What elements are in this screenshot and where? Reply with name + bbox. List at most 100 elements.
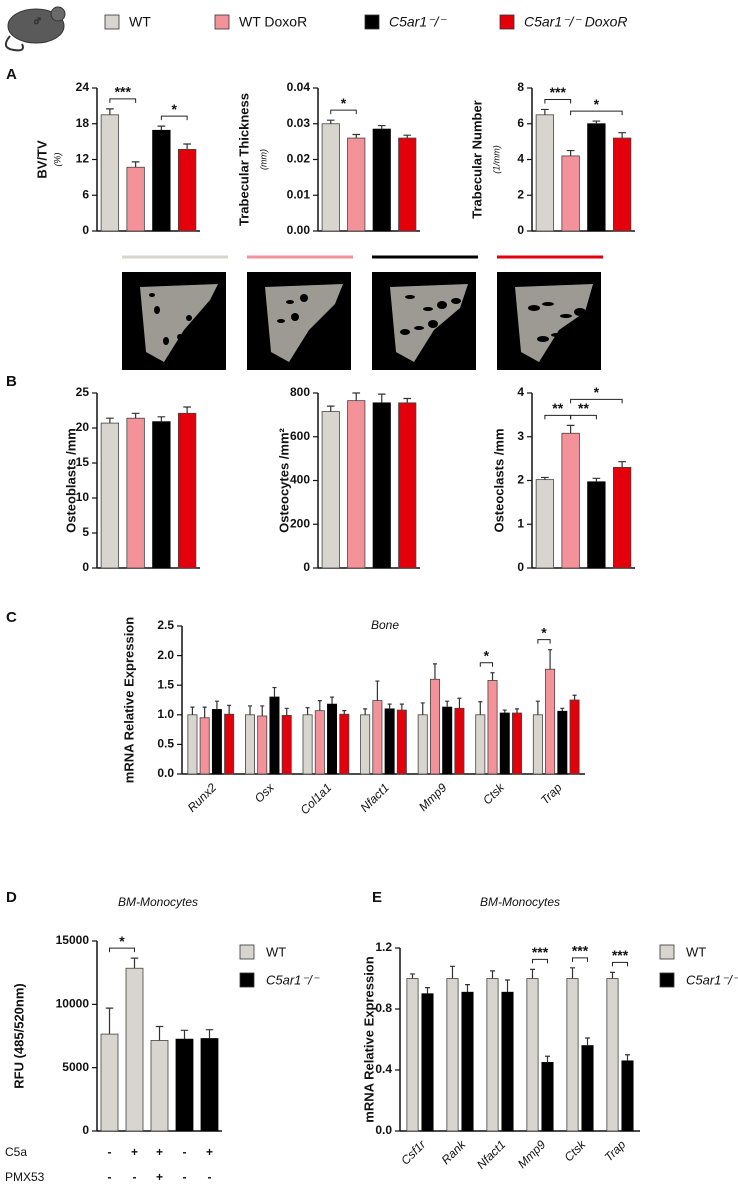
bar [257, 715, 268, 775]
panel-label: A [6, 66, 17, 83]
significance-label: ** [552, 400, 563, 416]
condition-value: - [208, 1170, 212, 1184]
bar [339, 713, 350, 775]
significance-bracket [532, 958, 548, 964]
micro-ct-pore [551, 333, 563, 337]
x-tick-label: Ctsk [561, 1137, 589, 1165]
error-bar [387, 703, 392, 709]
micro-ct-pore [163, 337, 169, 345]
error-bar [202, 706, 207, 718]
legend-swatch [104, 14, 120, 30]
error-bar [272, 686, 277, 698]
error-bar [530, 968, 535, 979]
error-bar [317, 699, 322, 711]
error-bar [560, 707, 565, 712]
y-axis-label: RFU (485/520nm) [11, 983, 26, 1088]
bar [177, 148, 197, 232]
significance-bracket [570, 110, 623, 116]
micro-ct-pore [542, 302, 554, 306]
legend-label: C5ar1⁻/⁻ [389, 14, 447, 30]
condition-value: + [131, 1145, 138, 1159]
micro-ct-pore [277, 319, 285, 323]
y-axis-label: BV/TV [34, 140, 49, 179]
micro-ct-pore [191, 331, 197, 335]
error-bar [399, 703, 404, 711]
micro-ct-bone [265, 284, 343, 362]
x-tick-label: Runx2 [185, 780, 220, 815]
bar [360, 714, 371, 775]
error-bar [352, 133, 361, 139]
y-tick-label: 2.0 [157, 648, 174, 662]
panel-label: E [372, 889, 382, 906]
y-tick-label: 4 [517, 152, 524, 166]
bar [347, 137, 366, 232]
y-axis-label: Osteocytes /mm² [276, 427, 291, 532]
y-tick-label: 10 [76, 490, 90, 504]
significance-label: *** [532, 944, 549, 960]
error-bar [585, 1037, 590, 1046]
bar [429, 678, 440, 775]
significance-label: *** [115, 84, 132, 100]
error-bar [106, 108, 114, 115]
condition-value: - [183, 1145, 187, 1159]
micro-ct-pore [423, 307, 433, 311]
bar [406, 978, 419, 1132]
condition-label: C5a [5, 1145, 27, 1159]
error-bar [505, 979, 510, 993]
x-tick-label: Ctsk [480, 780, 508, 808]
error-bar [610, 971, 615, 979]
error-bar [375, 680, 380, 701]
x-tick-label: Osx [252, 780, 278, 806]
error-bar [377, 393, 386, 403]
micro-ct-pore [291, 313, 299, 321]
panel-label: D [6, 889, 17, 906]
y-tick-label: 5 [82, 525, 89, 539]
bar [100, 422, 120, 569]
bar [372, 700, 383, 775]
y-tick-label: 6 [517, 116, 524, 130]
error-bar [190, 706, 195, 715]
significance-label: * [484, 647, 490, 663]
significance-label: * [172, 101, 178, 117]
y-axis-label: Trabecular Thickness [236, 93, 251, 226]
bar [606, 978, 619, 1132]
y-tick-label: 0.8 [375, 1001, 392, 1015]
bar [569, 699, 580, 775]
y-axis-label: Osteoblasts /mm [63, 428, 78, 533]
panel-label: B [6, 373, 17, 390]
error-bar [363, 708, 368, 715]
error-bar [618, 461, 626, 468]
bar [421, 993, 434, 1132]
error-bar [548, 649, 553, 670]
legend-swatch [499, 14, 515, 30]
bar [566, 978, 579, 1132]
bar [532, 714, 543, 775]
bar [621, 1060, 634, 1132]
error-bar [445, 700, 450, 708]
significance-label: ** [578, 400, 589, 416]
error-bar [514, 708, 520, 714]
significance-bracket [160, 115, 188, 121]
significance-bracket [537, 639, 551, 644]
y-tick-label: 800 [290, 385, 310, 399]
x-tick-label: Mmp9 [515, 1137, 549, 1171]
x-tick-label: Nfact1 [474, 1137, 508, 1171]
y-tick-label: 5000 [62, 1060, 89, 1074]
bar [535, 479, 555, 569]
condition-label: PMX53 [5, 1170, 45, 1184]
bar [372, 402, 391, 569]
bar [302, 714, 313, 775]
bar [187, 714, 198, 775]
significance-label: * [341, 95, 347, 111]
x-tick-label: Nfact1 [357, 780, 391, 814]
bar [327, 703, 338, 775]
legend-label: C5ar1⁻/⁻ [266, 972, 320, 987]
y-tick-label: 2 [517, 187, 524, 201]
micro-ct-pore [286, 300, 294, 304]
y-tick-label: 0.5 [157, 737, 174, 751]
error-bar [342, 710, 347, 715]
error-bar [305, 707, 310, 715]
error-bar [155, 1025, 164, 1041]
error-bar [478, 701, 483, 715]
bar [100, 1033, 119, 1132]
